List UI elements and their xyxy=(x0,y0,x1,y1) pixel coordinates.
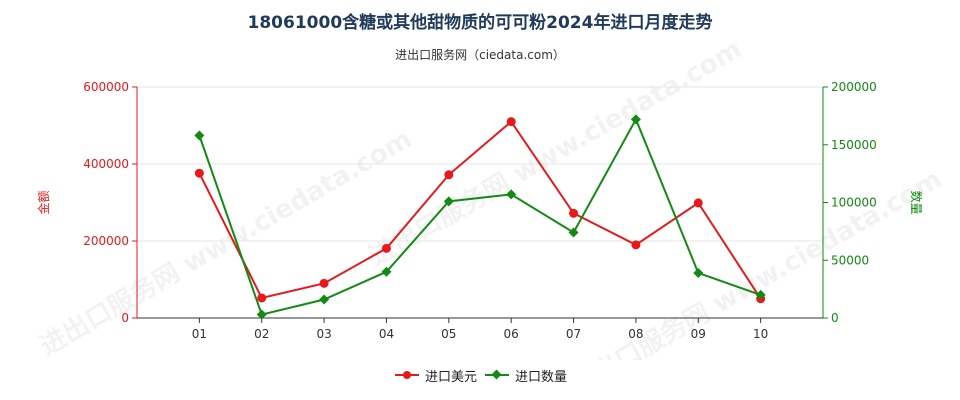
data-point-quantity xyxy=(506,189,517,200)
data-point-amount xyxy=(693,198,703,208)
legend-label-quantity: 进口数量 xyxy=(515,370,568,385)
x-tick-label: 10 xyxy=(753,327,768,341)
data-point-quantity xyxy=(443,196,454,207)
x-tick-label: 06 xyxy=(504,327,519,341)
right-tick-label: 0 xyxy=(831,311,839,325)
x-tick-label: 04 xyxy=(379,327,394,341)
series-line-amount xyxy=(198,120,762,300)
legend: 进口美元 进口数量 xyxy=(0,366,960,386)
right-tick-label: 150000 xyxy=(831,138,877,152)
data-point-amount xyxy=(444,170,454,180)
x-tick-label: 09 xyxy=(691,327,706,341)
right-tick-label: 50000 xyxy=(831,253,869,267)
watermark-text: 进出口服务网 www.ciedata.com xyxy=(365,34,747,272)
x-tick-label: 01 xyxy=(192,327,207,341)
left-tick-label: 400000 xyxy=(83,157,129,171)
x-tick-label: 07 xyxy=(566,327,581,341)
data-point-amount xyxy=(381,243,391,253)
right-tick-label: 100000 xyxy=(831,196,877,210)
data-point-quantity xyxy=(319,294,330,305)
x-tick-label: 02 xyxy=(254,327,269,341)
data-point-quantity xyxy=(755,289,766,300)
left-tick-label: 200000 xyxy=(83,234,129,248)
data-point-quantity xyxy=(381,266,392,277)
chart-subtitle: 进出口服务网（ciedata.com） xyxy=(395,48,565,62)
data-point-quantity xyxy=(256,309,267,320)
data-point-quantity xyxy=(630,114,641,125)
x-tick-label: 03 xyxy=(316,327,331,341)
data-point-amount xyxy=(194,168,204,178)
legend-marker-amount xyxy=(403,371,411,379)
data-point-amount xyxy=(257,293,267,303)
right-axis-label: 数量 xyxy=(909,190,924,214)
legend-label-amount: 进口美元 xyxy=(425,370,478,385)
left-tick-label: 0 xyxy=(121,311,129,325)
left-axis-label: 金额 xyxy=(36,190,51,214)
data-point-quantity xyxy=(568,227,579,238)
x-tick-label: 08 xyxy=(628,327,643,341)
data-point-quantity xyxy=(194,130,205,141)
data-point-quantity xyxy=(693,267,704,278)
left-tick-label: 600000 xyxy=(83,80,129,94)
legend-marker-quantity xyxy=(491,369,502,380)
chart-title: 18061000含糖或其他甜物质的可可粉2024年进口月度走势 xyxy=(247,13,713,33)
right-tick-label: 200000 xyxy=(831,80,877,94)
data-point-amount xyxy=(506,117,516,127)
data-point-amount xyxy=(569,208,579,218)
series-line-quantity xyxy=(198,117,761,316)
data-point-amount xyxy=(631,240,641,250)
data-point-amount xyxy=(319,278,329,288)
x-tick-label: 05 xyxy=(441,327,456,341)
